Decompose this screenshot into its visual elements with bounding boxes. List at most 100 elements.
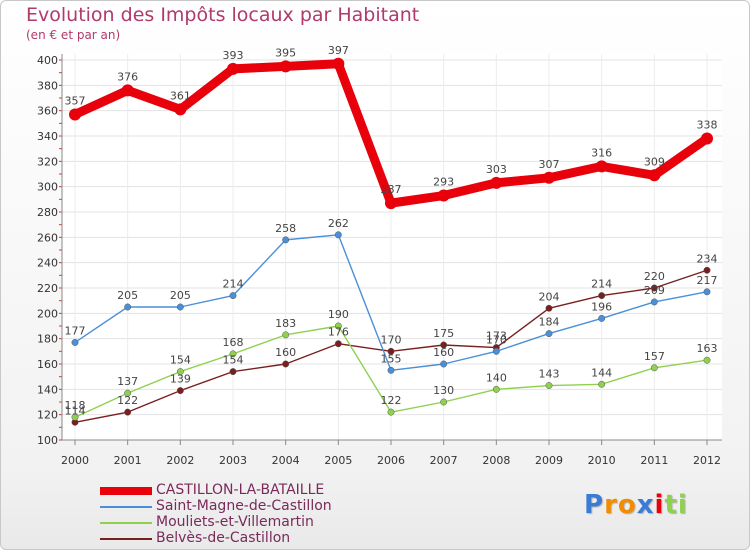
data-point [71,413,79,421]
data-point [440,341,448,349]
data-point [176,303,184,311]
data-point [334,322,342,330]
plot-area [62,54,722,440]
data-label: 160 [433,346,454,359]
x-tick-label: 2005 [324,454,352,467]
x-tick-label: 2002 [166,454,194,467]
data-point [387,408,395,416]
data-label: 122 [381,394,402,407]
data-point [598,314,606,322]
chart-subtitle: (en € et par an) [26,28,121,42]
data-label: 137 [117,375,138,388]
chart-title: Evolution des Impôts locaux par Habitant [26,4,420,26]
data-label: 217 [697,274,718,287]
x-tick-label: 2010 [588,454,616,467]
data-label: 395 [275,46,296,59]
data-label: 287 [381,183,402,196]
data-label: 309 [644,155,665,168]
data-point [703,288,711,296]
data-point [334,340,342,348]
data-point [229,368,237,376]
x-tick-label: 2006 [377,454,405,467]
data-point [650,298,658,306]
y-tick-label: 100 [37,434,58,447]
legend-swatch-belves [100,538,152,540]
data-point [545,382,553,389]
data-label: 140 [486,371,507,384]
data-point [440,398,448,406]
data-point [176,368,184,376]
data-point [282,331,290,339]
data-point [490,176,503,189]
data-point [71,339,79,346]
data-point [650,284,658,292]
y-tick-label: 400 [37,54,58,67]
data-point [229,350,237,358]
data-label: 173 [486,330,507,343]
y-tick-label: 260 [37,231,58,244]
data-label: 175 [433,327,454,340]
data-label: 114 [65,404,86,417]
data-point [332,57,345,70]
y-tick-label: 120 [37,409,58,422]
data-point [334,231,342,239]
data-label: 157 [644,350,665,363]
y-tick-label: 380 [37,79,58,92]
data-point [703,356,711,364]
data-label: 170 [486,333,507,346]
data-label: 293 [433,176,454,189]
data-point [543,171,555,184]
x-tick-label: 2003 [219,454,247,467]
data-label: 130 [433,384,454,397]
legend-item-mouliets[interactable]: Mouliets-et-Villemartin [100,514,420,530]
data-point [387,366,395,374]
data-label: 160 [275,346,296,359]
data-point [227,62,239,75]
data-label: 262 [328,217,349,230]
x-tick-label: 2008 [482,454,510,467]
data-label: 397 [328,44,349,57]
legend-label-mouliets: Mouliets-et-Villemartin [156,514,314,530]
legend-item-belves[interactable]: Belvès-de-Castillon [100,530,420,546]
data-label: 214 [591,278,612,291]
y-tick-label: 160 [37,358,58,371]
data-label: 234 [697,252,718,265]
data-point [176,387,184,395]
data-point [174,103,187,116]
data-label: 376 [117,70,138,83]
data-point [703,266,711,274]
data-point [492,347,500,355]
data-label: 196 [591,300,612,313]
y-tick-label: 340 [37,130,58,143]
y-tick-label: 140 [37,383,58,396]
data-point [229,292,237,300]
data-label: 205 [117,289,138,302]
data-label: 155 [381,352,402,365]
logo-letter: t [664,490,678,520]
data-label: 204 [539,290,560,303]
legend-swatch-mouliets [100,522,152,524]
legend-item-saint-magne[interactable]: Saint-Magne-de-Castillon [100,498,420,514]
data-label: 177 [65,324,86,337]
x-tick-label: 2012 [693,454,721,467]
data-point [598,380,606,388]
data-label: 143 [539,368,560,381]
data-point [545,330,553,338]
data-label: 393 [223,49,244,62]
logo-letter: i [677,490,688,520]
data-label: 118 [65,399,86,412]
data-point [121,84,134,97]
data-label: 220 [644,270,665,283]
x-tick-label: 2007 [430,454,458,467]
legend-item-castillon[interactable]: CASTILLON-LA-BATAILLE [100,482,420,498]
data-label: 144 [591,366,612,379]
y-tick-label: 320 [37,155,58,168]
data-label: 338 [697,119,718,132]
data-label: 168 [223,336,244,349]
data-point [545,304,553,312]
proxiti-logo: Proxiti [584,490,688,520]
legend-label-belves: Belvès-de-Castillon [156,530,291,546]
data-label: 190 [328,308,349,321]
data-point [279,60,292,73]
data-point [124,389,132,397]
